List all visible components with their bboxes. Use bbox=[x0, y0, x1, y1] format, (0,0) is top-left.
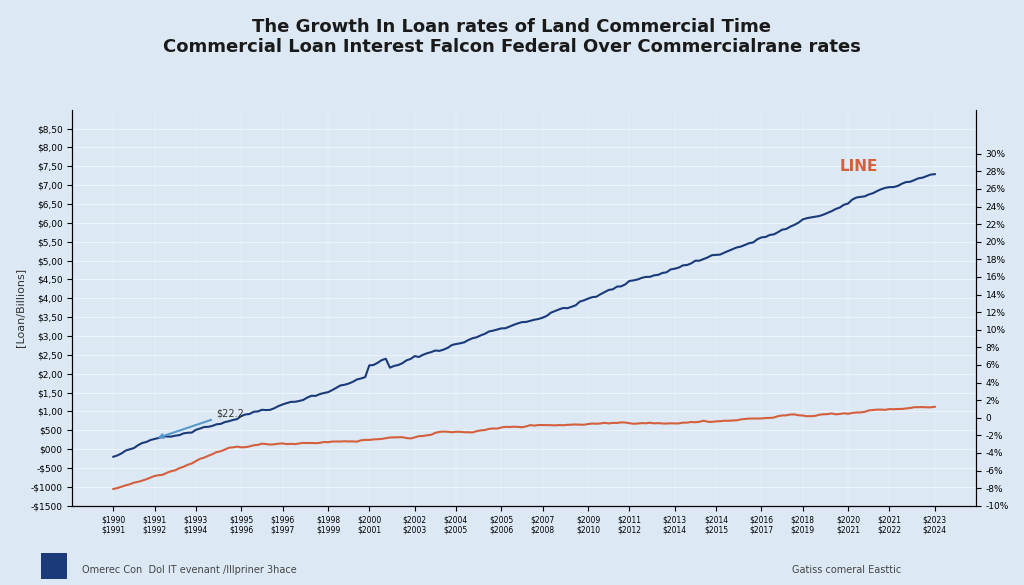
Text: LINE: LINE bbox=[840, 159, 879, 174]
Text: $22.2: $22.2 bbox=[160, 408, 245, 438]
Text: Omerec Con  Dol IT evenant /Illpriner 3hace: Omerec Con Dol IT evenant /Illpriner 3ha… bbox=[82, 565, 297, 575]
Text: The Growth In Loan rates of Land Commercial Time
Commercial Loan Interest Falcon: The Growth In Loan rates of Land Commerc… bbox=[163, 18, 861, 56]
Y-axis label: [Loan/Billions]: [Loan/Billions] bbox=[15, 268, 25, 347]
Text: Gatiss comeral Easttic: Gatiss comeral Easttic bbox=[792, 565, 901, 575]
